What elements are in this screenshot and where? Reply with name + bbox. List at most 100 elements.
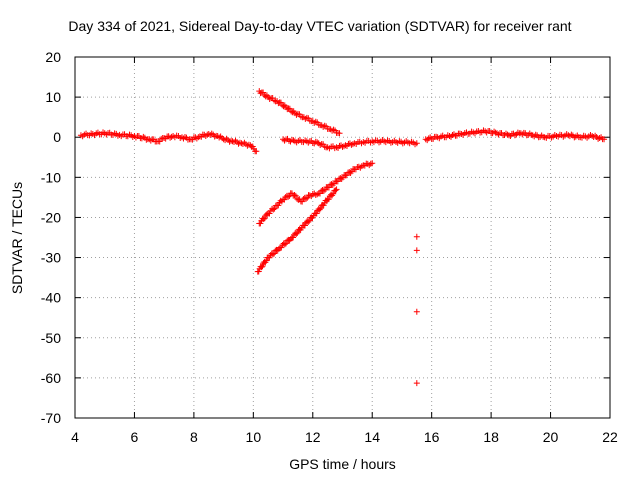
data-point [257, 90, 264, 97]
data-point [159, 134, 166, 141]
x-tick-label: 12 [305, 429, 321, 445]
data-point [504, 131, 511, 138]
data-point [332, 187, 339, 194]
data-point [292, 192, 299, 199]
y-axis-label: SDTVAR / TECUs [9, 181, 25, 295]
y-tick-label: 0 [53, 129, 61, 145]
data-point [563, 131, 570, 138]
data-point [337, 175, 344, 182]
data-point [599, 136, 606, 143]
data-point [367, 160, 374, 167]
y-tick-label: -10 [41, 169, 61, 185]
data-point [343, 172, 350, 179]
data-point [321, 122, 328, 129]
data-point [138, 135, 145, 142]
data-point [290, 137, 297, 144]
data-point [346, 169, 353, 176]
data-point [322, 186, 329, 193]
y-ticks: 20 10 0 -10 -20 -30 -40 -50 -60 -70 [41, 49, 610, 426]
data-series [77, 88, 608, 387]
data-point [348, 141, 355, 148]
x-tick-label: 14 [364, 429, 380, 445]
data-point [330, 126, 337, 133]
data-point [217, 133, 224, 140]
data-point [532, 131, 539, 138]
data-point [413, 380, 420, 387]
data-point [269, 251, 276, 258]
data-point [193, 135, 200, 142]
data-point [295, 196, 302, 203]
data-point [232, 137, 239, 144]
y-tick-label: -60 [41, 370, 61, 386]
data-point [283, 136, 290, 143]
data-point [391, 137, 398, 144]
data-point [321, 143, 328, 150]
data-point [291, 192, 298, 199]
data-point [412, 141, 419, 148]
data-point [311, 190, 318, 197]
data-point [147, 137, 154, 144]
series-lower-arc-a [256, 160, 376, 227]
data-point [260, 89, 267, 96]
data-point [329, 181, 336, 188]
data-point [305, 218, 312, 225]
data-point [335, 129, 342, 136]
y-tick-label: -40 [41, 290, 61, 306]
data-point [468, 128, 475, 135]
data-point [338, 142, 345, 149]
data-point [413, 247, 420, 254]
data-point [293, 230, 300, 237]
data-point [271, 205, 278, 212]
data-point [298, 224, 305, 231]
series-lower-arc-b [254, 186, 340, 275]
data-point [285, 193, 292, 200]
y-tick-label: -50 [41, 330, 61, 346]
data-point [293, 111, 300, 118]
data-point [100, 129, 107, 136]
data-point [304, 194, 311, 201]
data-point [277, 99, 284, 106]
data-point [313, 210, 320, 217]
x-ticks: 4 6 8 10 12 14 16 18 20 22 [71, 57, 618, 445]
data-point [302, 115, 309, 122]
data-point [316, 206, 323, 213]
data-point [266, 210, 273, 217]
data-point [263, 257, 270, 264]
data-point [252, 148, 259, 155]
data-point [286, 137, 292, 144]
data-point [281, 241, 288, 248]
data-point [261, 215, 268, 222]
data-point [255, 268, 262, 275]
data-point [302, 195, 309, 202]
data-point [480, 127, 487, 134]
data-point [280, 103, 287, 110]
data-point [299, 198, 306, 205]
data-point [278, 244, 285, 251]
chart-title: Day 334 of 2021, Sidereal Day-to-day VTE… [68, 18, 572, 34]
series-baseline-pre [77, 129, 260, 155]
data-point [339, 143, 346, 150]
data-point [358, 163, 365, 170]
data-point [317, 205, 324, 212]
data-point [88, 130, 95, 137]
data-point [514, 129, 521, 136]
data-point [283, 240, 290, 247]
data-point [202, 132, 209, 139]
data-point [180, 135, 187, 142]
data-point [286, 105, 293, 112]
data-point [540, 133, 547, 140]
data-point [483, 129, 490, 136]
data-point [330, 190, 337, 197]
data-point [572, 133, 579, 140]
data-point [263, 92, 270, 99]
data-point [302, 137, 309, 144]
data-point [456, 130, 463, 137]
data-point [262, 212, 269, 219]
data-point [502, 130, 509, 137]
x-tick-label: 8 [190, 429, 198, 445]
data-point [346, 140, 353, 147]
data-point [355, 163, 362, 170]
data-point [587, 131, 594, 138]
data-point [223, 135, 230, 142]
